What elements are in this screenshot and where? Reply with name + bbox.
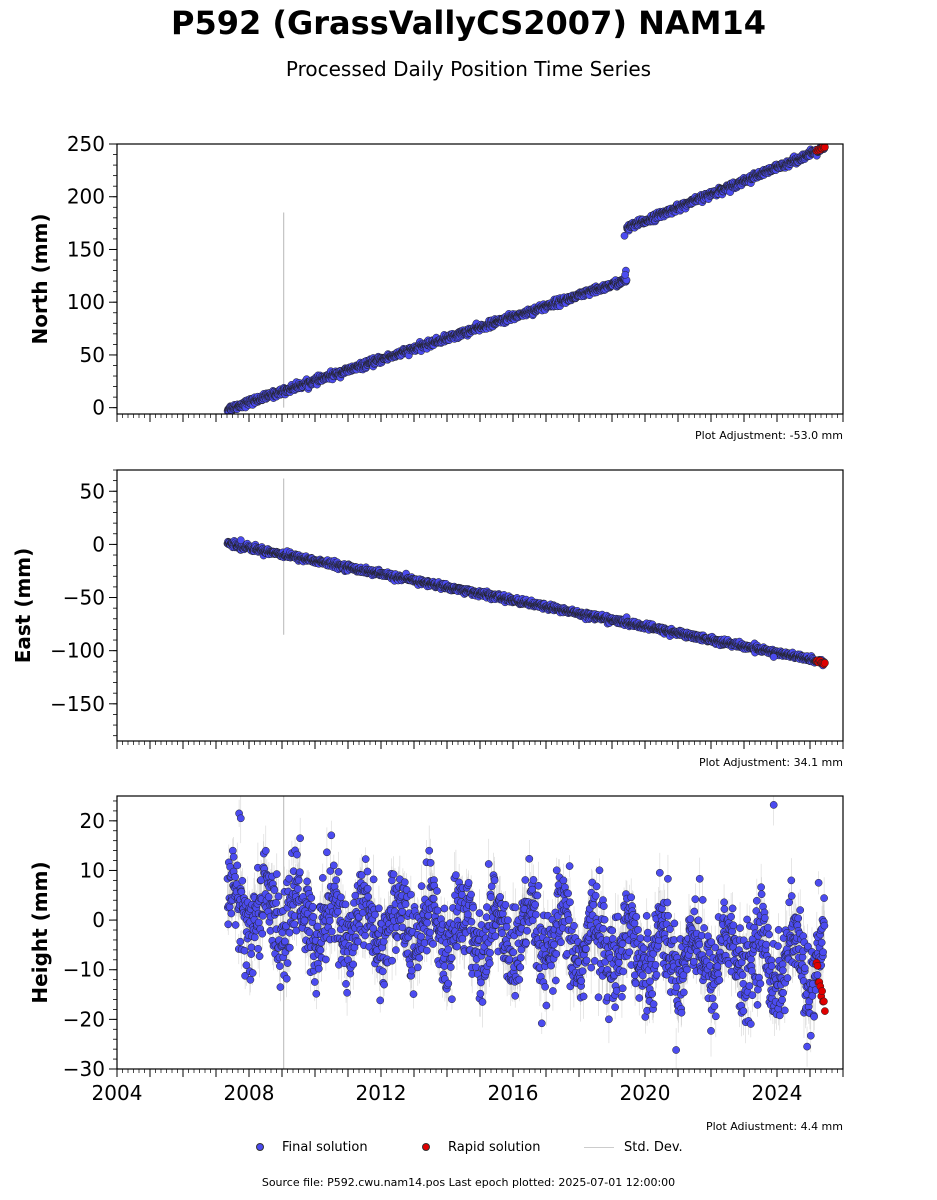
north-final-points (223, 144, 829, 414)
page-subtitle: Processed Daily Position Time Series (285, 57, 652, 81)
north-data-area (223, 144, 829, 414)
north-axis-label: North (mm) (28, 213, 52, 344)
y-tick-label: 150 (67, 237, 105, 261)
rapid-point (821, 144, 829, 151)
page-title: P592 (GrassVallyCS2007) NAM14 (170, 4, 767, 42)
y-tick-label: 250 (67, 132, 105, 156)
y-tick-label: 200 (67, 185, 105, 209)
final-point (620, 231, 629, 240)
east-data-area (223, 478, 829, 670)
final-point (621, 270, 630, 279)
time-series-plots: 0 50 100 150 200 250 North (mm) Plot Adjustment… (11, 132, 844, 1130)
north-panel: 0 50 100 150 200 250 North (mm) Plot Adjustment… (28, 132, 844, 442)
y-tick-label: 50 (80, 343, 105, 367)
north-plot-adjustment: Plot Adjustment: -53.0 mm (695, 429, 843, 442)
y-tick-label: 0 (92, 396, 105, 420)
north-rapid-points (812, 144, 829, 155)
y-tick-label: 100 (67, 290, 105, 314)
